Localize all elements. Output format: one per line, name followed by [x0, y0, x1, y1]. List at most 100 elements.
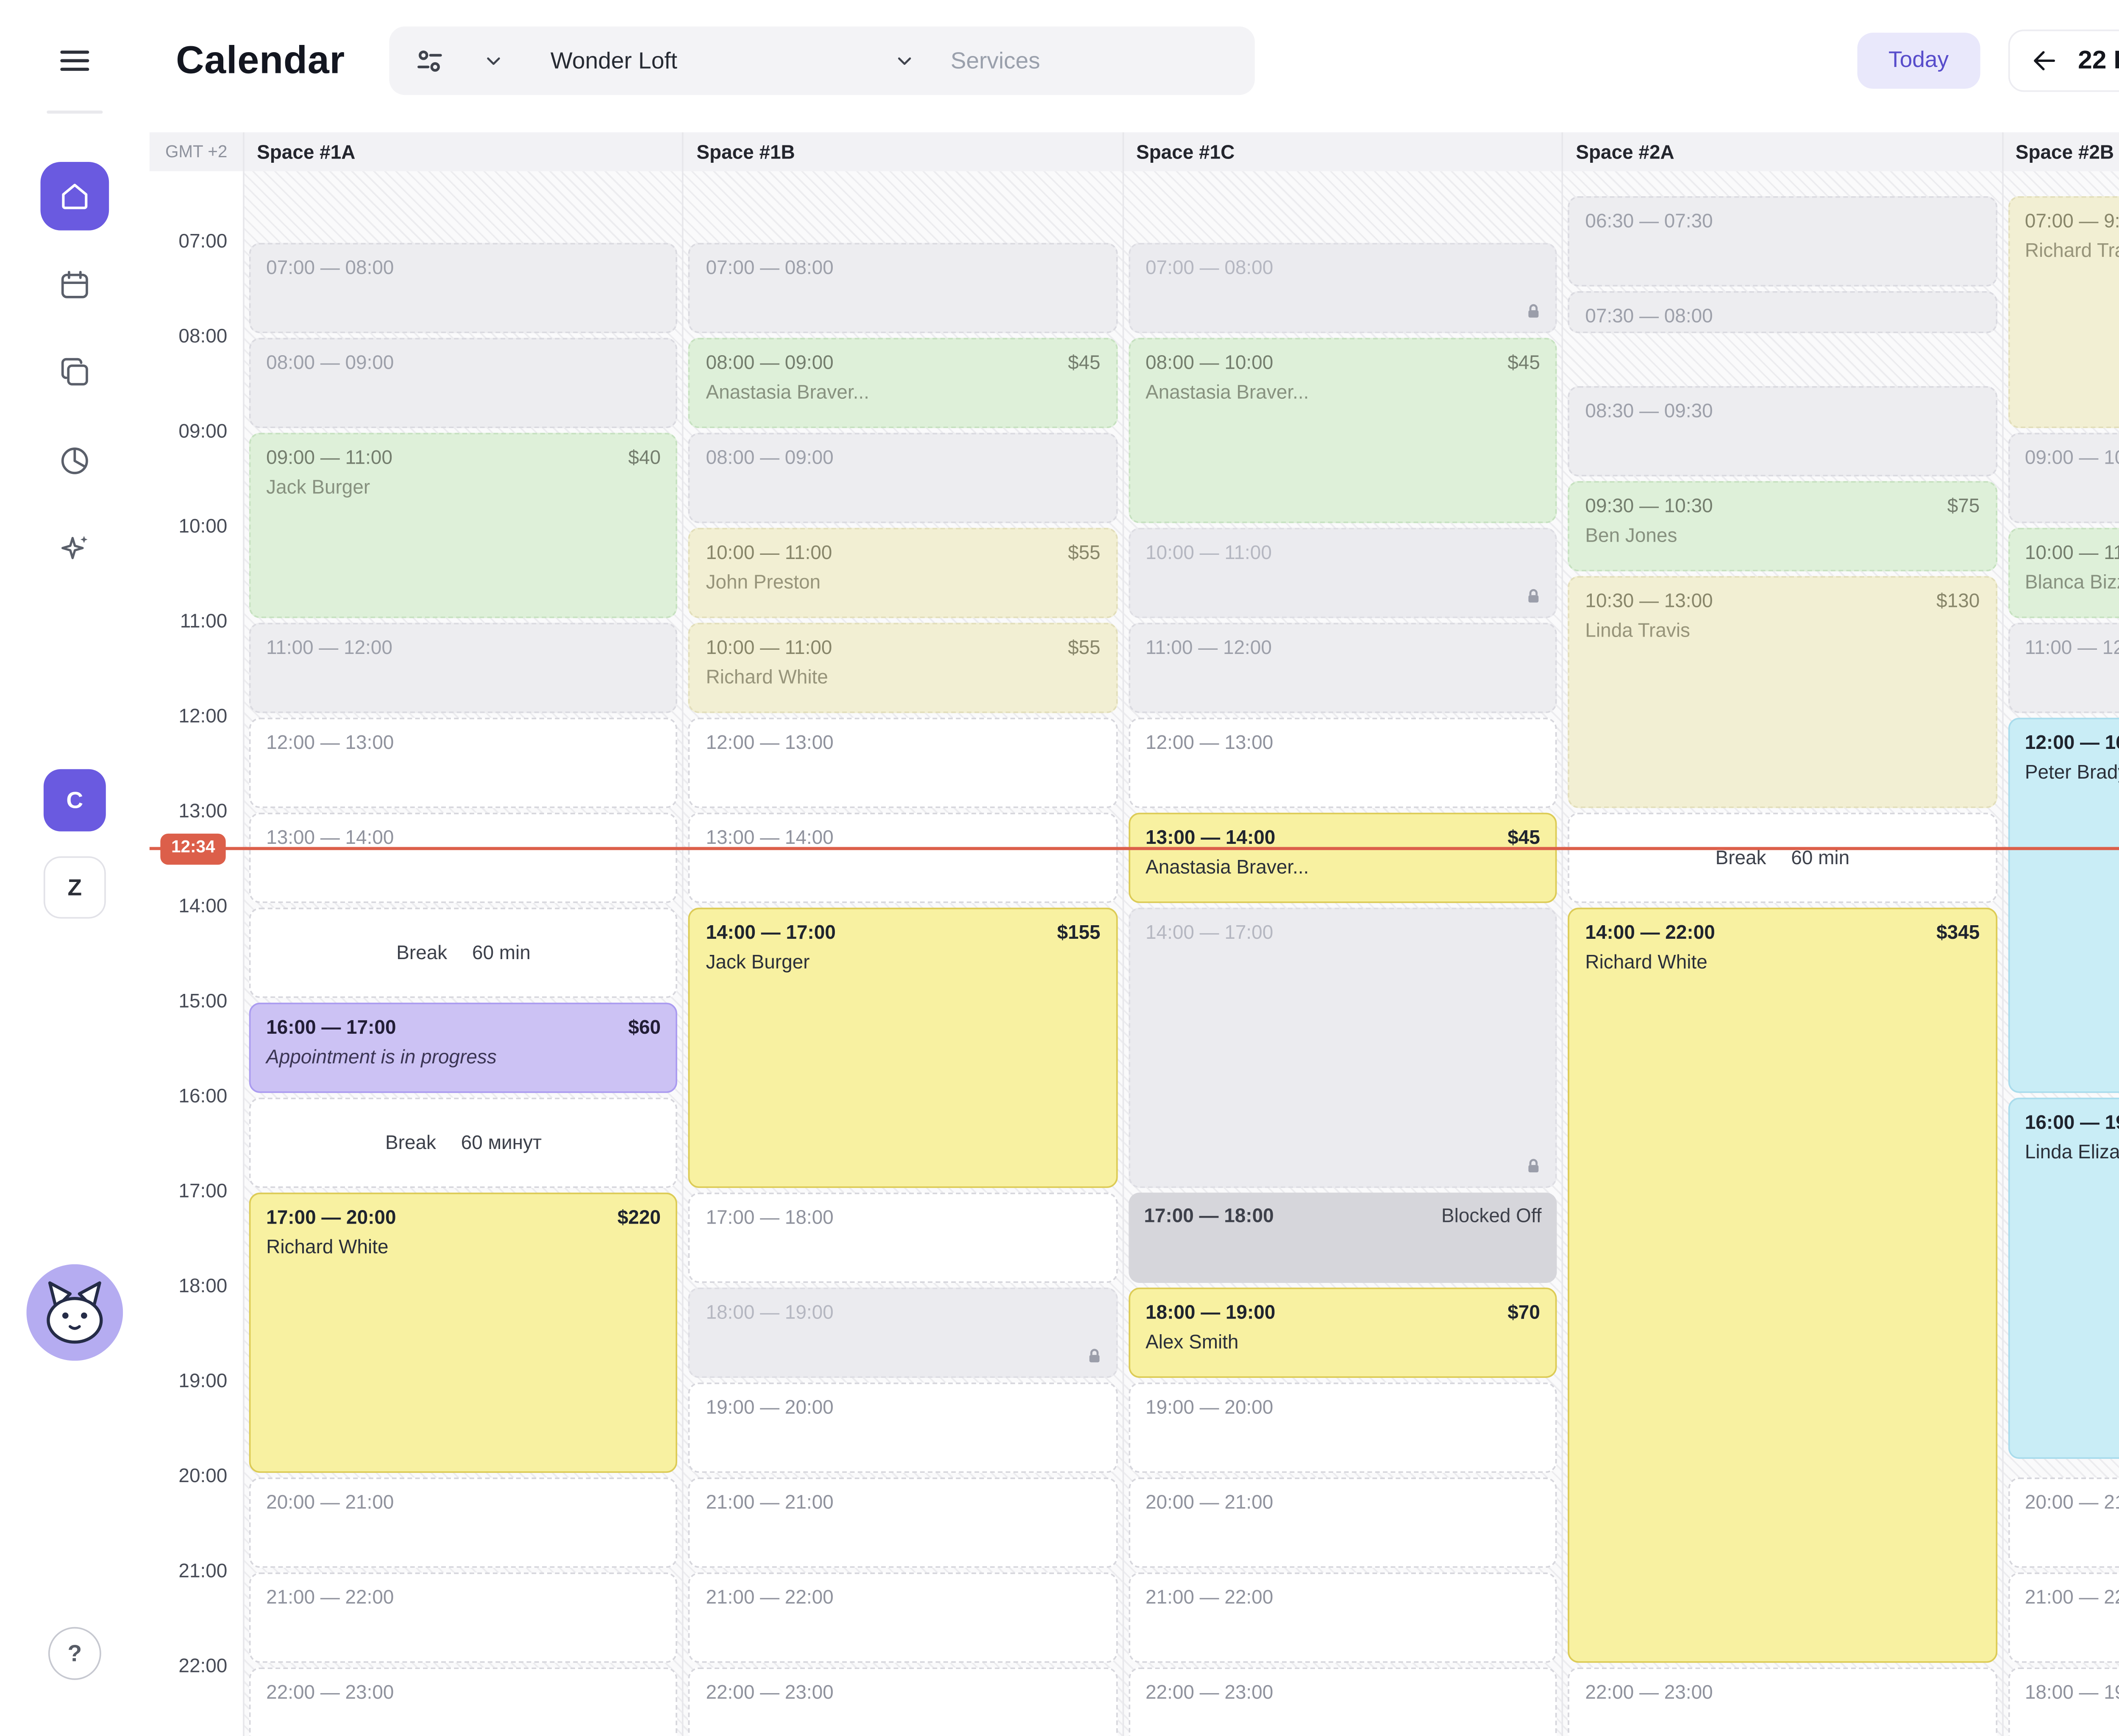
break-block[interactable]: Break 60 min: [1568, 812, 1997, 903]
time-slot[interactable]: 20:00 — 21:00: [1128, 1477, 1557, 1568]
time-slot[interactable]: 20:00 — 21:00: [2008, 1477, 2119, 1568]
time-slot[interactable]: 11:00 — 12:00: [1128, 623, 1557, 713]
client-name: Anastasia Braver...: [706, 381, 870, 403]
event-price: $55: [1068, 637, 1101, 659]
time-slot[interactable]: 22:00 — 23:00: [689, 1667, 1118, 1736]
time-slot[interactable]: 07:00 — 08:00: [249, 243, 678, 334]
event-price: $60: [628, 1016, 661, 1039]
time-slot[interactable]: 21:00 — 21:00: [689, 1477, 1118, 1568]
time-slot[interactable]: 18:00 — 19:00: [2008, 1667, 2119, 1736]
time-slot[interactable]: 20:00 — 21:00: [249, 1477, 678, 1568]
avatar[interactable]: [26, 1264, 123, 1361]
time-slot[interactable]: 19:00 — 20:00: [1128, 1383, 1557, 1473]
current-time-badge: 12:34: [160, 834, 226, 864]
time-slot[interactable]: 07:00 — 08:00: [689, 243, 1118, 334]
main-area: Calendar Wonder Loft Services Today: [149, 0, 2119, 1736]
sidebar-item-home[interactable]: [40, 162, 109, 231]
time-slot[interactable]: 07:00 — 08:00: [1128, 243, 1557, 334]
appointment-in-progress[interactable]: 16:00 — 17:00 $60 Appointment is in progre…: [249, 1002, 678, 1093]
break-label: Break: [396, 942, 448, 964]
time-slot[interactable]: 22:00 — 23:00: [249, 1667, 678, 1736]
time-slot[interactable]: 07:30 — 08:00: [1568, 290, 1997, 334]
help-button[interactable]: ?: [48, 1627, 101, 1680]
workspace-button[interactable]: C: [43, 769, 106, 832]
services-dropdown[interactable]: Services: [937, 26, 1254, 95]
sidebar-item-reports[interactable]: [58, 444, 92, 478]
appointment-event[interactable]: 10:00 — 11:00$85Blanca Bizzario...: [2008, 528, 2119, 618]
event-time: 08:00 — 09:00: [266, 352, 394, 374]
appointment-event[interactable]: 10:00 — 11:00 $55 John Preston: [689, 528, 1118, 618]
view-settings-dropdown[interactable]: [389, 26, 538, 95]
time-label: 09:00: [178, 420, 228, 442]
appointment-event[interactable]: 14:00 — 22:00 $345 Richard White: [1568, 907, 1997, 1663]
appointment-event[interactable]: 07:00 — 9:00$140Richard Traze: [2008, 195, 2119, 428]
time-label: 15:00: [178, 990, 228, 1012]
break-block[interactable]: Break 60 минут: [249, 1097, 678, 1188]
appointment-event[interactable]: 14:00 — 17:00 $155 Jack Burger: [689, 907, 1118, 1188]
time-slot[interactable]: 09:00 — 10:00: [2008, 433, 2119, 523]
time-slot[interactable]: 08:00 — 09:00: [689, 433, 1118, 523]
time-slot[interactable]: 21:00 — 22:00: [1128, 1572, 1557, 1663]
time-slot[interactable]: 06:30 — 07:30: [1568, 195, 1997, 286]
time-slot[interactable]: 22:00 — 23:00: [1128, 1667, 1557, 1736]
calendar-body: 07:00 08:00 09:00 10:00 11:00 12:00 13:00 14:00…: [149, 171, 2119, 1736]
time-slot[interactable]: 21:00 — 22:00: [689, 1572, 1118, 1663]
event-time: 13:00 — 14:00: [706, 826, 834, 849]
prev-day-icon[interactable]: [2028, 45, 2059, 76]
time-slot[interactable]: 11:00 — 12:00: [249, 623, 678, 713]
sidebar-item-documents[interactable]: [58, 355, 92, 389]
time-slot[interactable]: 17:00 — 18:00: [689, 1192, 1118, 1283]
time-slot[interactable]: 14:00 — 17:00: [1128, 907, 1557, 1188]
menu-button[interactable]: [58, 44, 92, 78]
time-slot[interactable]: 08:30 — 09:30: [1568, 385, 1997, 476]
user-button[interactable]: Z: [43, 856, 106, 919]
time-slot[interactable]: 12:00 — 13:00: [689, 718, 1118, 808]
time-slot[interactable]: 21:00 — 22:00: [249, 1572, 678, 1663]
time-slot[interactable]: 08:00 — 09:00: [249, 338, 678, 428]
sidebar: C Z ?: [0, 0, 150, 1736]
column-header: Space #1B: [682, 132, 1122, 172]
event-time: 12:00 — 13:00: [706, 732, 834, 754]
appointment-event[interactable]: 09:00 — 11:00 $40 Jack Burger: [249, 433, 678, 618]
sidebar-item-magic[interactable]: [58, 531, 92, 565]
appointment-event[interactable]: 08:00 — 09:00 $45 Anastasia Braver...: [689, 338, 1118, 428]
client-name: Richard White: [1585, 951, 1707, 973]
appointment-event[interactable]: 13:00 — 14:00 $45 Anastasia Braver...: [1128, 812, 1557, 903]
sidebar-item-calendar[interactable]: [58, 268, 92, 302]
appointment-event[interactable]: 12:00 — 16:00$165Peter Brady: [2008, 718, 2119, 1093]
time-label: 12:00: [178, 705, 228, 727]
calendar-column: 07:00 — 08:00 08:00 — 09:00 $45 Anastasia B…: [682, 171, 1122, 1736]
appointment-event[interactable]: 09:30 — 10:30 $75 Ben Jones: [1568, 480, 1997, 571]
time-slot[interactable]: 12:00 — 13:00: [1128, 718, 1557, 808]
break-duration: 60 min: [472, 942, 531, 964]
topbar-actions: Today 22 Feb: [1857, 25, 2119, 97]
today-button[interactable]: Today: [1857, 33, 1980, 89]
column-header: Space #1A: [243, 132, 682, 172]
time-slot[interactable]: 10:00 — 11:00: [1128, 528, 1557, 618]
appointment-event[interactable]: 08:00 — 10:00 $45 Anastasia Braver...: [1128, 338, 1557, 523]
time-slot[interactable]: 18:00 — 19:00: [689, 1287, 1118, 1378]
time-slot[interactable]: 13:00 — 14:00: [249, 812, 678, 903]
time-slot[interactable]: 12:00 — 13:00: [249, 718, 678, 808]
event-time: 08:00 — 09:00: [706, 447, 834, 469]
event-time: 22:00 — 23:00: [266, 1681, 394, 1703]
appointment-event[interactable]: 10:30 — 13:00 $130 Linda Travis: [1568, 575, 1997, 808]
event-price: $75: [1947, 494, 1980, 516]
appointment-event[interactable]: 17:00 — 20:00 $220 Richard White: [249, 1192, 678, 1473]
event-time: 06:30 — 07:30: [1585, 209, 1713, 231]
time-slot[interactable]: 21:00 — 22:00: [2008, 1572, 2119, 1663]
time-slot[interactable]: 11:00 — 12:00: [2008, 623, 2119, 713]
location-dropdown[interactable]: Wonder Loft: [538, 26, 937, 95]
time-slot[interactable]: 22:00 — 23:00: [1568, 1667, 1997, 1736]
appointment-event[interactable]: 16:00 — 19:00$260Linda Elizabeth...: [2008, 1097, 2119, 1459]
selector-bar: Wonder Loft Services: [388, 26, 1254, 95]
time-slot[interactable]: 13:00 — 14:00: [689, 812, 1118, 903]
chevron-down-icon: [897, 57, 911, 65]
blocked-slot[interactable]: 17:00 — 18:00 Blocked Off: [1128, 1192, 1557, 1283]
appointment-event[interactable]: 10:00 — 11:00 $55 Richard White: [689, 623, 1118, 713]
column-header: Space #1C: [1122, 132, 1562, 172]
time-label: 20:00: [178, 1465, 228, 1487]
break-block[interactable]: Break 60 min: [249, 907, 678, 998]
time-slot[interactable]: 19:00 — 20:00: [689, 1383, 1118, 1473]
appointment-event[interactable]: 18:00 — 19:00 $70 Alex Smith: [1128, 1287, 1557, 1378]
